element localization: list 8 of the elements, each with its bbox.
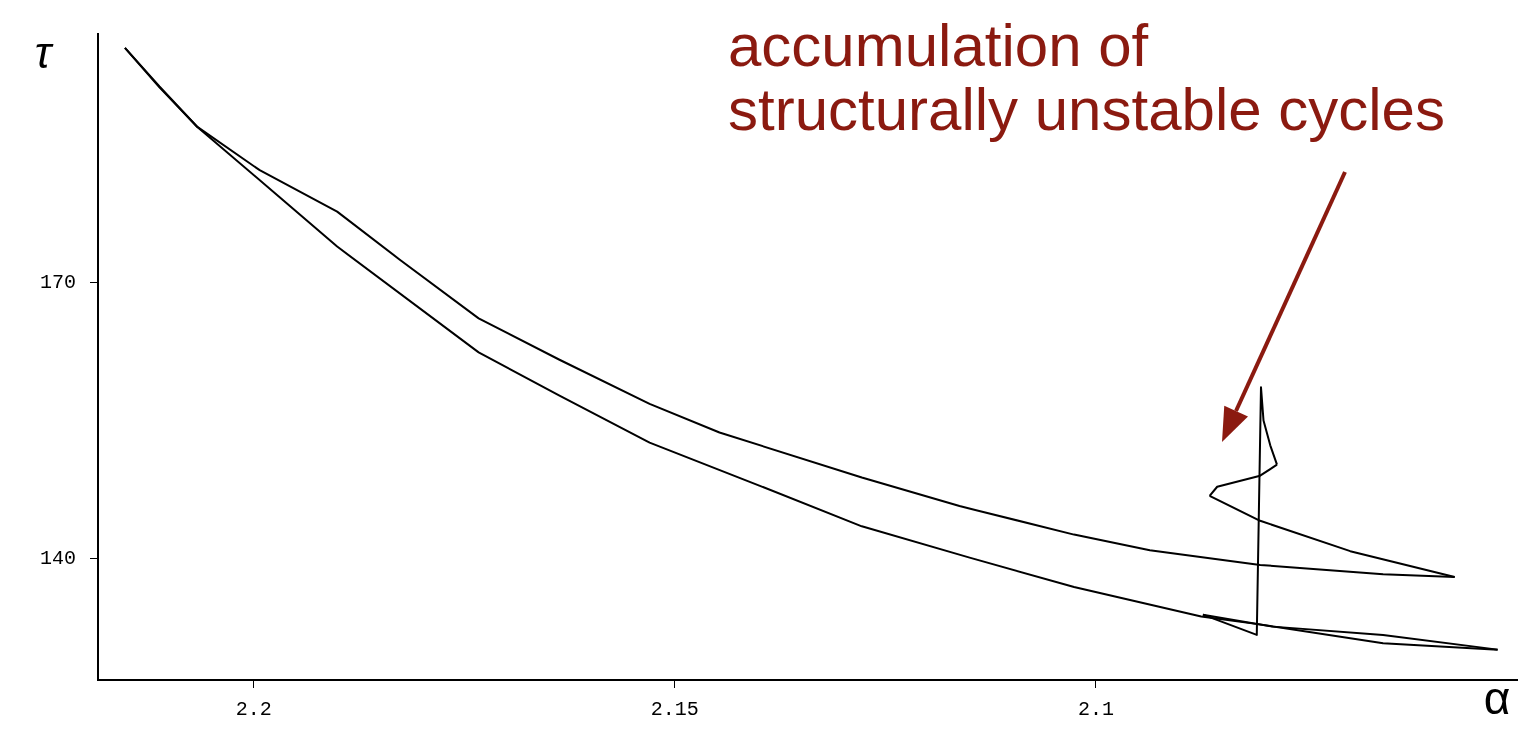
annotation: accumulation of structurally unstable cycles <box>728 12 1445 143</box>
y-axis-title: τ <box>34 28 54 78</box>
x-tick-label: 2.1 <box>1077 698 1114 722</box>
x-tick-label: 2.15 <box>650 698 699 722</box>
y-tick-label: 140 <box>39 546 76 570</box>
x-axis-title: α <box>1483 671 1511 724</box>
y-tick-label: 170 <box>39 270 76 294</box>
x-tick-label: 2.2 <box>235 698 272 722</box>
